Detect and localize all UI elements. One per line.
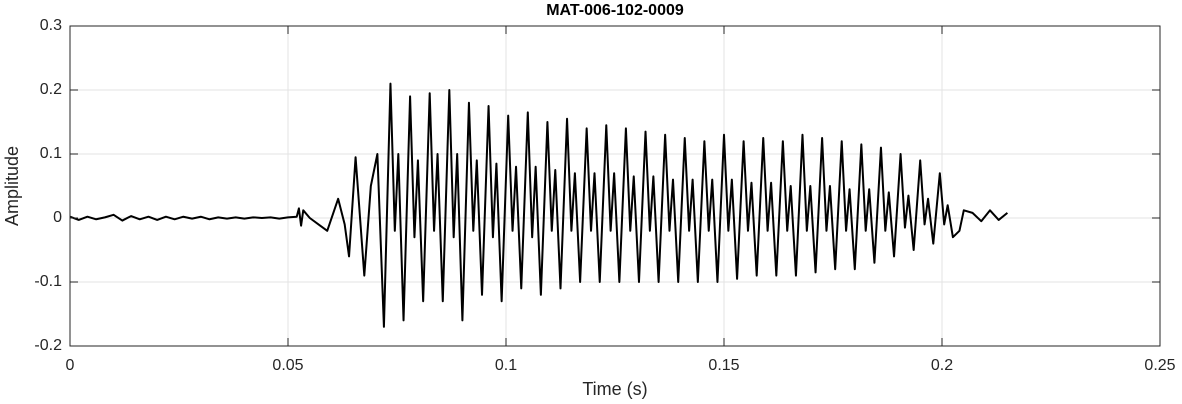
waveform-line (69, 82, 1009, 328)
x-tick-label: 0.15 (708, 357, 739, 374)
plot-area (69, 82, 1009, 328)
axes-box (69, 25, 1161, 347)
x-tick-label: 0.05 (272, 357, 303, 374)
x-axis-label: Time (s) (582, 379, 647, 399)
y-tick-label: 0.2 (40, 81, 62, 98)
y-tick-label: 0.3 (40, 17, 62, 34)
x-tick-label: 0 (66, 357, 75, 374)
y-tick-label: -0.1 (34, 273, 62, 290)
y-tick-label: -0.2 (34, 337, 62, 354)
y-tick-label: 0.1 (40, 145, 62, 162)
x-tick-label: 0.2 (931, 357, 953, 374)
x-tick-label: 0.25 (1144, 357, 1175, 374)
x-tick-label: 0.1 (495, 357, 517, 374)
y-axis-label: Amplitude (2, 146, 22, 226)
y-tick-label: 0 (53, 209, 62, 226)
chart-title: MAT-006-102-0009 (546, 2, 684, 19)
